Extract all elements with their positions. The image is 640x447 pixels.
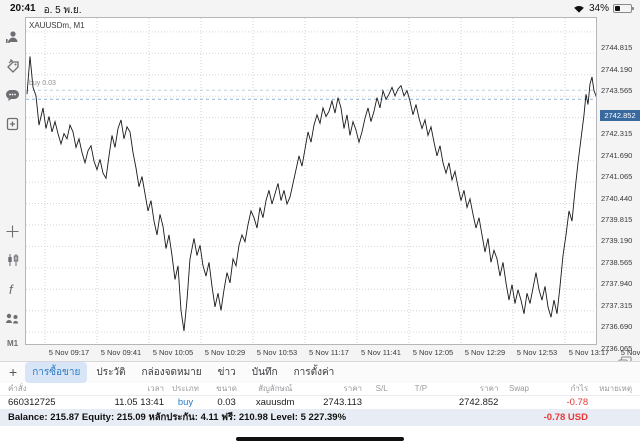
tab-0[interactable]: การซื้อขาย	[25, 362, 88, 383]
account-summary-bar: Balance: 215.87 Equity: 215.09 หลักประกั…	[0, 409, 640, 426]
account-icon[interactable]	[4, 28, 22, 46]
time-tick-label: 5 Nov 10:29	[204, 348, 246, 357]
col-header-2: ประเภท	[172, 384, 199, 393]
row-cell-8: 2742.852	[458, 397, 499, 408]
status-time-date: 20:41 อ. 5 พ.ย.	[10, 3, 82, 18]
date-text: อ. 5 พ.ย.	[43, 5, 82, 16]
price-tick-label: 2741.065	[601, 172, 633, 182]
price-tick-label: 2743.565	[601, 86, 633, 96]
left-toolbar: f M1	[0, 17, 25, 358]
price-line-series	[26, 56, 596, 332]
bottom-tab-bar: + การซื้อขาย ประวัติ กล่องจดหมาย ข่าว บันทึก…	[0, 361, 640, 383]
crosshair-icon[interactable]	[4, 222, 22, 240]
col-header-1: เวลา	[147, 384, 164, 393]
tab-4[interactable]: บันทึก	[251, 367, 278, 378]
row-cell-2: buy	[177, 397, 194, 408]
price-tick-label: 2739.190	[601, 236, 633, 246]
time-tick-label: 5 Nov 10:05	[152, 348, 194, 357]
chart-plot[interactable]: XAUUSDm, M1 buy 0.03	[25, 17, 597, 345]
add-button[interactable]: +	[9, 363, 18, 380]
col-header-6: S/L	[375, 384, 388, 393]
chat-icon[interactable]	[4, 86, 22, 104]
footer	[0, 426, 640, 447]
price-tick-label: 2738.565	[601, 257, 633, 267]
price-tick-label: 2739.815	[601, 214, 633, 224]
time-tick-label: 5 Nov 09:41	[100, 348, 142, 357]
status-bar: 20:41 อ. 5 พ.ย. 34%	[0, 0, 640, 17]
price-tick-label: 2737.315	[601, 300, 633, 310]
row-cell-4: xauusdm	[255, 397, 295, 408]
chart-region: XAUUSDm, M1 buy 0.03 2744.815 2744.190 274…	[25, 17, 640, 358]
chart-symbol-label: XAUUSDm, M1	[29, 21, 85, 30]
buy-position-label: buy 0.03	[29, 80, 56, 88]
col-header-10: กำไร	[570, 384, 589, 393]
wifi-icon	[574, 5, 584, 13]
time-tick-label: 5 Nov 13:17	[568, 348, 610, 357]
row-cell-7	[401, 396, 440, 409]
tab-2[interactable]: กล่องจดหมาย	[141, 367, 202, 378]
time-tick-label: 5 Nov 12:05	[412, 348, 454, 357]
time-tick-label: 5 Nov 12:29	[464, 348, 506, 357]
price-tick-label: 2744.190	[601, 64, 633, 74]
candlestick-icon[interactable]	[4, 251, 22, 269]
status-indicators: 34%	[573, 3, 634, 14]
row-cell-6	[362, 396, 401, 409]
row-cell-1: 11.05 13:41	[114, 397, 164, 408]
col-header-11: หมายเหตุ	[599, 384, 633, 393]
time-tick-label: 5 Nov 10:53	[256, 348, 298, 357]
battery-icon	[613, 4, 634, 13]
price-tick-label: 2737.940	[601, 279, 633, 289]
floating-profit-text: -0.78 USD	[543, 412, 588, 423]
timeframe-button[interactable]: M1	[6, 339, 19, 348]
current-price-badge: 2742.852	[600, 109, 640, 121]
price-tick-label: 2741.690	[601, 150, 633, 160]
indicator-function-icon[interactable]: f	[4, 280, 22, 298]
row-cell-9	[498, 396, 539, 409]
positions-table-header: คำสั่ง เวลา ประเภท ขนาด สัญลักษณ์ ราคา S/L T/P ร…	[0, 383, 640, 395]
col-header-3: ขนาด	[216, 384, 237, 393]
row-cell-11	[588, 396, 640, 409]
tab-5[interactable]: การตั้งค่า	[293, 367, 335, 378]
col-header-4: สัญลักษณ์	[258, 384, 293, 393]
time-tick-label: 5 Nov 11:17	[309, 348, 349, 357]
svg-text:f: f	[9, 282, 14, 296]
balance-summary-text: Balance: 215.87 Equity: 215.09 หลักประกั…	[8, 412, 347, 423]
clock-text: 20:41	[10, 3, 36, 14]
col-header-9: Swap	[508, 384, 529, 393]
home-indicator[interactable]	[236, 437, 404, 441]
row-cell-10: -0.78	[566, 397, 589, 408]
row-cell-3: 0.03	[217, 397, 236, 408]
col-header-5: ราคา	[343, 384, 363, 393]
new-order-icon[interactable]	[4, 115, 22, 133]
time-tick-label: 5 Nov 09:17	[48, 348, 90, 357]
col-header-7: T/P	[414, 384, 428, 393]
quotes-tag-icon[interactable]	[4, 57, 22, 75]
tab-1[interactable]: ประวัติ	[96, 367, 126, 378]
time-tick-label: 5 Nov 11:41	[361, 348, 401, 357]
price-tick-label: 2736.690	[601, 322, 633, 332]
price-tick-label: 2740.440	[601, 193, 633, 203]
price-tick-label: 2736.065	[601, 343, 633, 353]
row-cell-0: 660312725	[8, 397, 56, 408]
col-header-0: คำสั่ง	[8, 384, 27, 393]
time-tick-label: 5 Nov 12:53	[516, 348, 558, 357]
battery-percent-text: 34%	[588, 3, 609, 14]
time-tick-label: 5 Nov 13:41	[620, 348, 640, 357]
row-cell-5: 2743.113	[323, 397, 363, 408]
tab-3[interactable]: ข่าว	[217, 367, 236, 378]
price-tick-label: 2742.315	[601, 129, 633, 139]
objects-icon[interactable]	[4, 309, 22, 327]
position-row[interactable]: 660312725 11.05 13:41 buy 0.03 xauusdm 2743.1…	[0, 395, 640, 409]
price-tick-label: 2744.815	[601, 43, 633, 53]
col-header-8: ราคา	[479, 384, 499, 393]
